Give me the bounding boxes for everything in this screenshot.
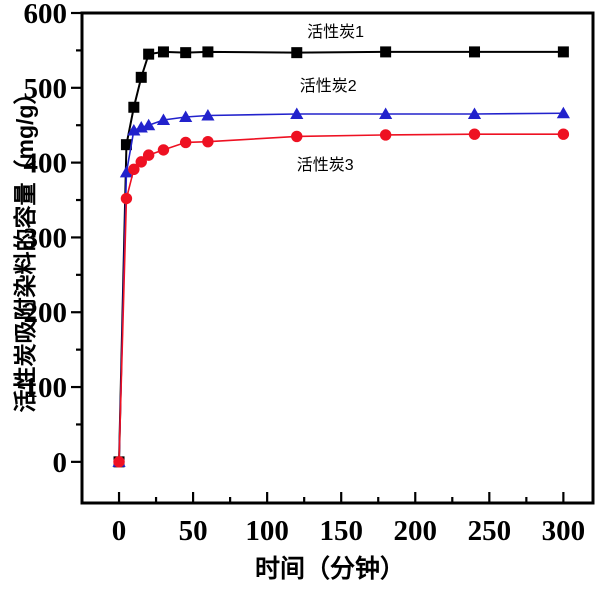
data-point-marker [156,113,171,125]
data-point-marker [119,165,134,178]
series-line [118,112,564,462]
series-line [118,133,564,462]
data-point-marker [127,123,141,136]
data-point-marker [291,47,303,59]
data-point-marker [142,149,155,161]
data-point-marker [179,136,192,149]
data-point-marker [135,71,147,83]
data-point-marker [157,46,169,58]
data-point-marker [469,46,481,58]
x-tick-label: 50 [179,515,208,547]
plot-border [80,11,595,505]
y-tick-label: 300 [24,222,68,254]
x-tick-label: 250 [468,515,512,547]
data-series [112,46,570,468]
y-tick-label: 0 [53,447,68,479]
y-tick-label: 500 [24,73,68,105]
y-tick-label: 600 [24,0,68,30]
data-point-marker [157,144,170,156]
data-point-marker [201,108,215,121]
data-point-marker [202,46,214,58]
data-point-marker [467,107,482,119]
series-annotations: 活性炭1 活性炭2 活性炭3 [297,23,364,174]
data-point-marker [135,156,147,168]
y-axis-title: 活性炭吸附染料的容量（mg/g） [12,82,38,413]
data-point-marker [179,110,193,122]
y-tick-label: 200 [24,297,68,329]
axis-ticks [71,11,565,503]
data-point-marker [468,128,481,140]
data-point-marker [120,139,132,151]
x-tick-label: 0 [112,515,127,547]
axis-tick-labels: 0 50 100 150 200 250 300 0 100 200 300 400 500 600 [24,0,586,547]
data-point-marker [128,101,140,113]
series-line [118,50,564,462]
y-tick-label: 100 [24,372,68,404]
x-tick-label: 300 [542,515,586,547]
data-point-marker [380,46,392,58]
x-tick-label: 100 [245,515,289,547]
data-point-marker [180,47,192,59]
y-tick-label: 400 [24,148,68,180]
series-label-annotation: 活性炭2 [300,77,357,95]
x-tick-label: 150 [319,515,363,547]
data-point-marker [379,129,392,141]
data-point-marker [291,130,303,143]
data-point-marker [143,48,155,60]
data-point-marker [379,107,393,119]
series-活性炭3 [113,128,570,468]
series-活性炭1 [113,46,569,468]
data-point-marker [142,118,156,131]
x-tick-label: 200 [394,515,438,547]
series-label-annotation: 活性炭1 [307,23,364,41]
data-point-marker [120,192,133,205]
data-point-marker [556,106,570,119]
data-point-marker [557,128,570,140]
data-point-marker [202,135,214,148]
data-point-marker [128,163,140,176]
data-point-marker [557,46,569,58]
x-axis-title: 时间（分钟） [255,554,405,583]
data-point-marker [290,107,304,119]
series-label-annotation: 活性炭3 [297,156,354,174]
data-point-marker [113,456,125,468]
